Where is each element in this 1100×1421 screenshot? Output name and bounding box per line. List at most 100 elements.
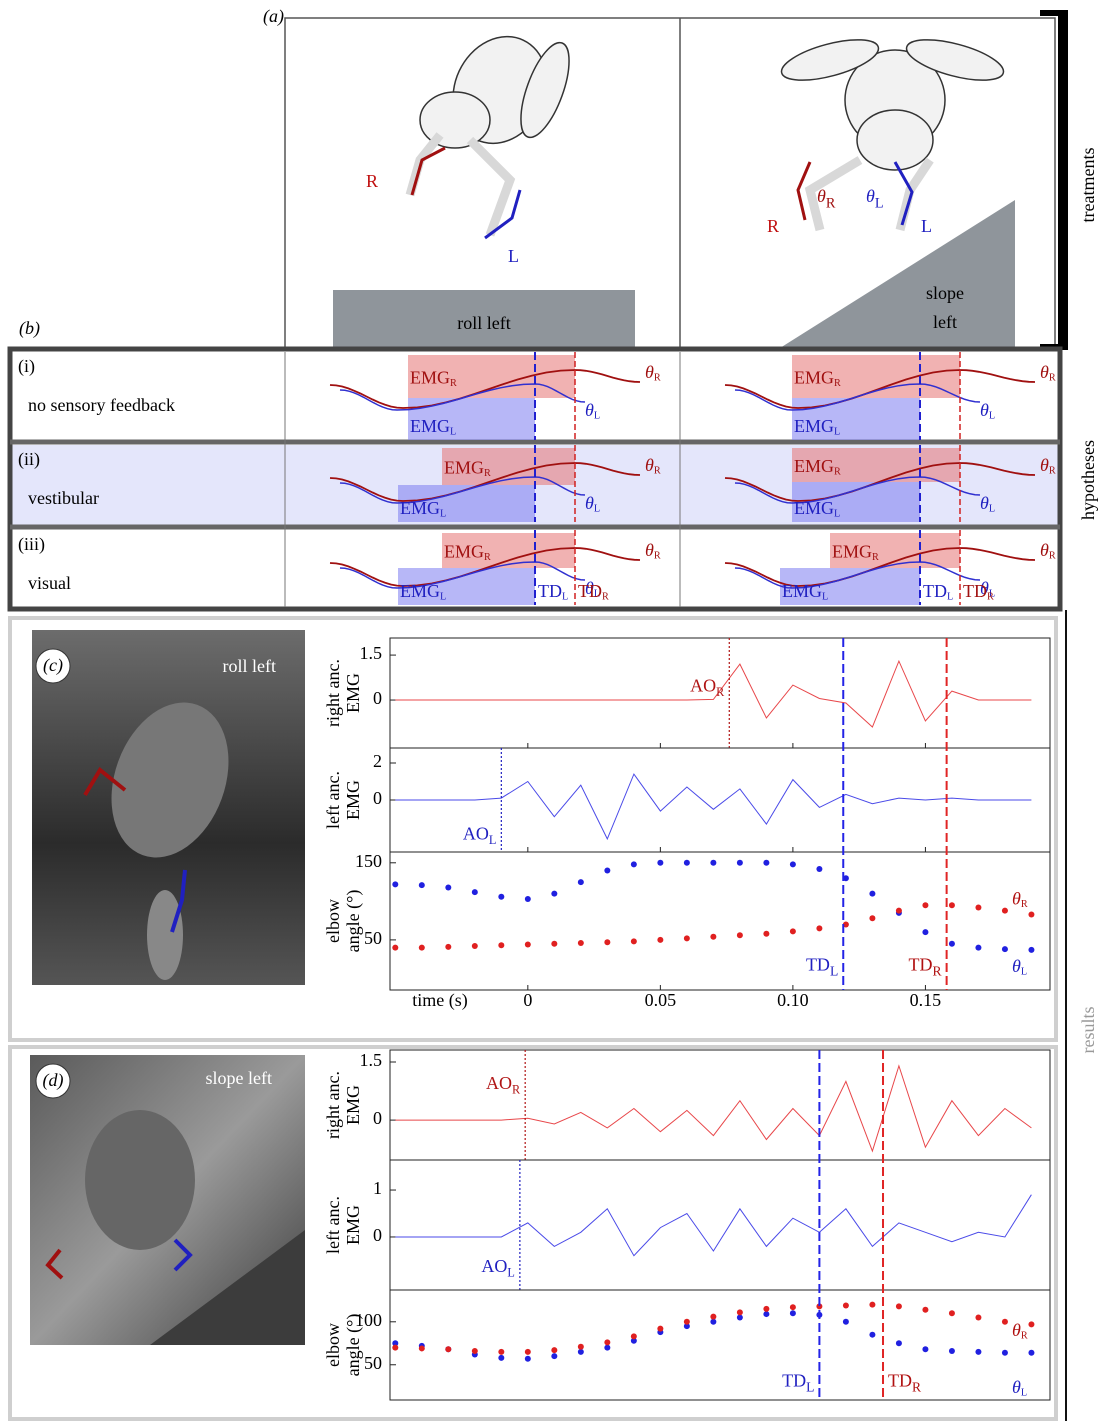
limb-label: R	[767, 216, 779, 236]
angle-point	[869, 891, 875, 897]
y-tick-label: 0	[373, 788, 382, 808]
touchdown-label-sub: L	[806, 1380, 814, 1395]
angle-point	[949, 902, 955, 908]
emg-r-label-main: EMG	[410, 368, 450, 388]
td-r-label-main: TD	[963, 581, 987, 601]
touchdown-label-main: TD	[888, 1371, 912, 1391]
y-tick-label: 1	[373, 1178, 382, 1198]
angle-point	[657, 937, 663, 943]
series-label-main: θ	[1012, 1377, 1021, 1397]
angle-point	[975, 905, 981, 911]
touchdown-label-sub: L	[830, 963, 838, 978]
angle-point	[604, 868, 610, 874]
angle-point	[710, 1319, 716, 1325]
angle-point	[498, 1349, 504, 1355]
series-label-main: θ	[1012, 888, 1021, 908]
angle-point	[578, 1349, 584, 1355]
onset-label-sub: R	[716, 685, 725, 699]
side-label: hypotheses	[1078, 440, 1098, 520]
angle-point	[472, 943, 478, 949]
touchdown-label-sub: R	[933, 963, 943, 978]
angle-point	[604, 939, 610, 945]
theta-r-label: θR	[645, 362, 661, 384]
angle-point	[631, 861, 637, 867]
angle-point	[498, 942, 504, 948]
angle-point	[922, 1346, 928, 1352]
angle-point	[498, 1355, 504, 1361]
angle-point	[684, 1319, 690, 1325]
row-number: (ii)	[18, 449, 40, 470]
theta-r-label-sub: R	[654, 466, 661, 477]
series-label-sub: L	[1021, 1388, 1027, 1399]
panel-label: (c)	[43, 655, 63, 676]
emg-r-label-sub: R	[834, 378, 841, 389]
angle-point	[392, 1345, 398, 1351]
y-axis-label: EMG	[343, 1205, 363, 1245]
angle-point	[419, 1345, 425, 1351]
angle-label-main: θ	[817, 186, 826, 206]
onset-label-sub: L	[507, 1265, 514, 1279]
panel-label: (d)	[43, 1070, 64, 1091]
x-tick-label: 0.05	[645, 990, 677, 1010]
angle-point	[790, 928, 796, 934]
td-l-label-sub: L	[562, 592, 568, 603]
side-label: results	[1078, 1007, 1098, 1054]
angle-point	[975, 945, 981, 951]
emg-r-label: EMGR	[444, 458, 491, 480]
theta-r-label-sub: R	[1049, 373, 1056, 384]
treatments-bar	[1058, 10, 1068, 350]
theta-r-label-sub: R	[654, 551, 661, 562]
td-r-label: TDR	[963, 581, 994, 603]
emg-l-label-sub: L	[450, 427, 456, 438]
angle-point	[843, 1319, 849, 1325]
theta-r-label-main: θ	[645, 455, 654, 475]
angle-point	[1028, 911, 1034, 917]
angle-point	[790, 1304, 796, 1310]
y-tick-label: 0	[373, 688, 382, 708]
emg-l-label-main: EMG	[410, 416, 450, 436]
onset-label-sub: L	[489, 833, 496, 847]
theta-l-label-sub: L	[594, 411, 600, 422]
emg-l-label-main: EMG	[400, 581, 440, 601]
angle-point	[578, 879, 584, 885]
angle-point	[445, 944, 451, 950]
theta-r-label: θR	[645, 540, 661, 562]
theta-r-label-main: θ	[645, 540, 654, 560]
angle-point	[949, 1310, 955, 1316]
angle-point	[525, 1349, 531, 1355]
plot-frame	[390, 1290, 1050, 1400]
angle-point	[763, 931, 769, 937]
row-name: visual	[28, 573, 71, 593]
angle-point	[869, 1302, 875, 1308]
angle-point	[975, 1315, 981, 1321]
angle-point	[896, 908, 902, 914]
angle-point	[710, 1314, 716, 1320]
theta-l-label-sub: L	[594, 504, 600, 515]
y-tick-label: 1.5	[360, 1050, 383, 1070]
figure: (a) treatments roll left slope left R L …	[0, 0, 1100, 1421]
angle-point	[472, 889, 478, 895]
angle-point	[392, 945, 398, 951]
angle-point	[551, 941, 557, 947]
angle-point	[1028, 1321, 1034, 1327]
y-tick-label: 0	[373, 1108, 382, 1128]
angle-point	[843, 1302, 849, 1308]
theta-r-label-main: θ	[645, 362, 654, 382]
theta-l-label-main: θ	[585, 493, 594, 513]
td-l-label-main: TD	[538, 581, 562, 601]
panel-label: (a)	[263, 6, 284, 27]
y-tick-label: 150	[355, 851, 382, 871]
angle-point	[1028, 1350, 1034, 1356]
angle-point	[896, 1340, 902, 1346]
emg-l-label: EMGL	[400, 498, 446, 520]
angle-label-sub: R	[826, 196, 836, 212]
emg-r-label-main: EMG	[794, 368, 834, 388]
angle-point	[763, 860, 769, 866]
theta-l-label-main: θ	[585, 400, 594, 420]
theta-r-label-sub: R	[1049, 466, 1056, 477]
theta-l-label-sub: L	[989, 504, 995, 515]
angle-point	[631, 1333, 637, 1339]
theta-l-label-main: θ	[980, 493, 989, 513]
emg-r-label-sub: R	[484, 468, 491, 479]
angle-point	[737, 932, 743, 938]
